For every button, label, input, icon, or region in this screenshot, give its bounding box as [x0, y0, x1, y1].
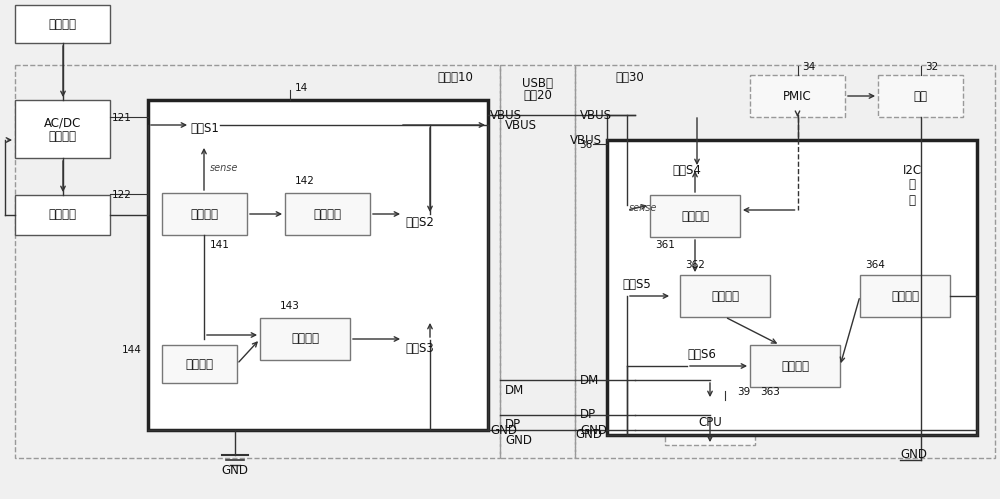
Text: GND: GND: [900, 449, 927, 462]
Bar: [680, 275, 770, 317]
Bar: [162, 193, 247, 235]
Text: 充电器10: 充电器10: [437, 70, 473, 83]
Text: CPU: CPU: [698, 416, 722, 429]
Text: 32: 32: [926, 62, 939, 72]
Bar: [285, 193, 370, 235]
Text: USB连: USB连: [522, 76, 553, 89]
Text: 362: 362: [685, 260, 705, 270]
Text: sense: sense: [210, 163, 238, 173]
Text: 终端30: 终端30: [615, 70, 644, 83]
Text: 143: 143: [280, 301, 300, 311]
Text: 变换电路: 变换电路: [48, 131, 76, 144]
Bar: [500, 65, 575, 458]
Text: 141: 141: [210, 240, 229, 250]
Bar: [15, 5, 110, 43]
Bar: [260, 318, 350, 360]
Text: DM: DM: [505, 384, 524, 397]
Text: 开关S6: 开关S6: [687, 348, 716, 361]
Bar: [162, 345, 237, 383]
Bar: [148, 100, 488, 430]
Bar: [878, 75, 963, 117]
Text: 电源组件: 电源组件: [186, 357, 214, 370]
Bar: [15, 195, 110, 235]
Text: 122: 122: [112, 190, 132, 200]
Text: VBUS: VBUS: [570, 134, 602, 147]
Bar: [750, 345, 840, 387]
Text: GND: GND: [490, 424, 517, 437]
Bar: [860, 275, 950, 317]
Text: VBUS: VBUS: [580, 108, 612, 121]
Text: 电池: 电池: [914, 89, 928, 102]
Bar: [665, 400, 755, 445]
Bar: [575, 65, 995, 458]
Text: DP: DP: [580, 409, 596, 422]
Text: 361: 361: [655, 240, 675, 250]
Text: 接收组件: 接收组件: [291, 332, 319, 345]
Text: VBUS: VBUS: [490, 108, 522, 121]
Text: 开关S3: 开关S3: [405, 341, 434, 354]
Bar: [650, 195, 740, 237]
Bar: [607, 140, 977, 435]
Text: GND: GND: [222, 464, 248, 477]
Text: PMIC: PMIC: [783, 89, 812, 102]
Text: 363: 363: [760, 387, 780, 397]
Text: 39: 39: [737, 387, 750, 397]
Text: 364: 364: [865, 260, 885, 270]
Text: 降压电路: 降压电路: [48, 209, 76, 222]
Text: 控制组件: 控制组件: [190, 208, 218, 221]
Text: 开关S1: 开关S1: [190, 121, 219, 135]
Bar: [15, 65, 500, 458]
Text: 交流电源: 交流电源: [48, 17, 76, 30]
Text: VBUS: VBUS: [505, 118, 537, 132]
Text: GND: GND: [580, 424, 607, 437]
Text: 发送组件: 发送组件: [314, 208, 342, 221]
Text: sense: sense: [629, 203, 657, 213]
Bar: [15, 100, 110, 158]
Text: 14: 14: [295, 83, 308, 93]
Bar: [750, 75, 845, 117]
Text: DM: DM: [580, 373, 599, 387]
Text: AC/DC: AC/DC: [44, 116, 81, 130]
Text: 144: 144: [122, 345, 142, 355]
Text: GND: GND: [505, 434, 532, 447]
Text: 控制组件: 控制组件: [681, 210, 709, 223]
Text: 电源组件: 电源组件: [891, 289, 919, 302]
Text: I2C
总
线: I2C 总 线: [902, 164, 922, 207]
Text: 开关S2: 开关S2: [405, 216, 434, 229]
Text: GND: GND: [575, 429, 602, 442]
Text: DP: DP: [505, 419, 521, 432]
Text: 接线20: 接线20: [523, 88, 552, 101]
Text: 34: 34: [802, 62, 816, 72]
Text: 发送组件: 发送组件: [711, 289, 739, 302]
Text: 接收组件: 接收组件: [781, 359, 809, 372]
Text: 开关S5: 开关S5: [622, 278, 651, 291]
Text: 36: 36: [579, 140, 592, 150]
Text: 142: 142: [295, 176, 315, 186]
Text: 121: 121: [112, 113, 132, 123]
Text: 开关S4: 开关S4: [672, 164, 701, 177]
